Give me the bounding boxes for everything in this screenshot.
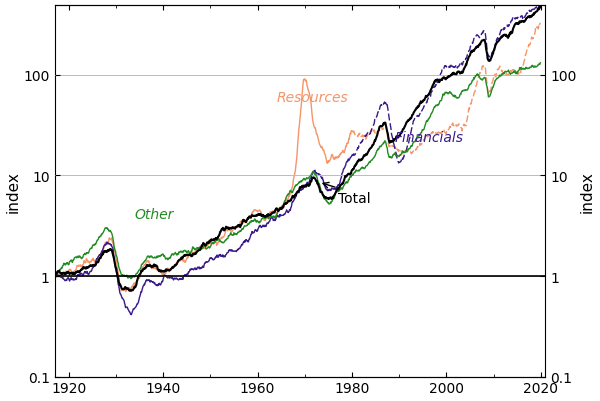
Text: Total: Total (338, 191, 370, 205)
Y-axis label: index: index (580, 170, 595, 212)
Text: Financials: Financials (394, 131, 463, 145)
Text: Other: Other (135, 207, 174, 221)
Y-axis label: index: index (5, 170, 20, 212)
Text: Resources: Resources (277, 91, 348, 105)
